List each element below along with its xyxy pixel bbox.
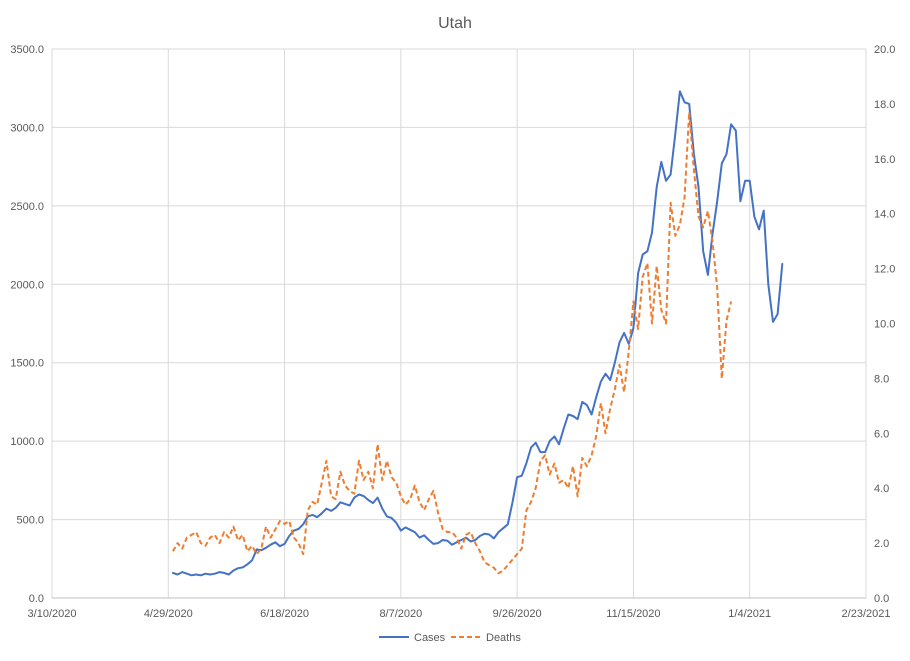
left-y-tick-label: 3500.0 [10,44,44,56]
left-y-tick-label: 0.0 [29,593,44,605]
x-tick-label: 9/26/2020 [493,608,542,620]
left-y-tick-label: 2500.0 [10,201,44,213]
x-tick-label: 3/10/2020 [28,608,77,620]
right-y-tick-label: 4.0 [874,483,889,495]
x-tick-label: 4/29/2020 [144,608,193,620]
chart-title: Utah [438,15,472,32]
series-lines [171,90,784,577]
right-y-tick-label: 20.0 [874,44,895,56]
legend: Cases Deaths [379,632,521,644]
right-y-tick-label: 12.0 [874,264,895,276]
legend-label-cases: Cases [414,632,446,644]
x-tick-label: 8/7/2020 [379,608,422,620]
right-y-tick-label: 2.0 [874,538,889,550]
left-y-tick-label: 2000.0 [10,279,44,291]
right-y-tick-label: 16.0 [874,154,895,166]
series-line-deaths [172,111,733,575]
left-y-tick-label: 1500.0 [10,358,44,370]
legend-label-deaths: Deaths [486,632,521,644]
left-y-tick-label: 3000.0 [10,122,44,134]
right-y-tick-label: 14.0 [874,209,895,221]
right-y-axis: 0.0 2.0 4.0 6.0 8.0 10.0 12.0 14.0 16.0 18.0 20.0 [874,44,895,605]
right-y-tick-label: 6.0 [874,428,889,440]
right-y-tick-label: 8.0 [874,373,889,385]
right-y-tick-label: 0.0 [874,593,889,605]
left-y-tick-label: 1000.0 [10,436,44,448]
x-tick-label: 1/4/2021 [728,608,771,620]
left-y-tick-label: 500.0 [16,515,44,527]
x-axis: 3/10/2020 4/29/2020 6/18/2020 8/7/2020 9/26/… [28,597,891,620]
right-y-tick-label: 18.0 [874,99,895,111]
x-tick-label: 6/18/2020 [260,608,309,620]
left-y-axis: 0.0 500.0 1000.0 1500.0 2000.0 2500.0 3000.0 35… [10,44,44,605]
x-tick-label: 11/15/2020 [606,608,660,620]
x-tick-label: 2/23/2021 [842,608,891,620]
series-line-cases [171,90,784,577]
right-y-tick-label: 10.0 [874,319,895,331]
